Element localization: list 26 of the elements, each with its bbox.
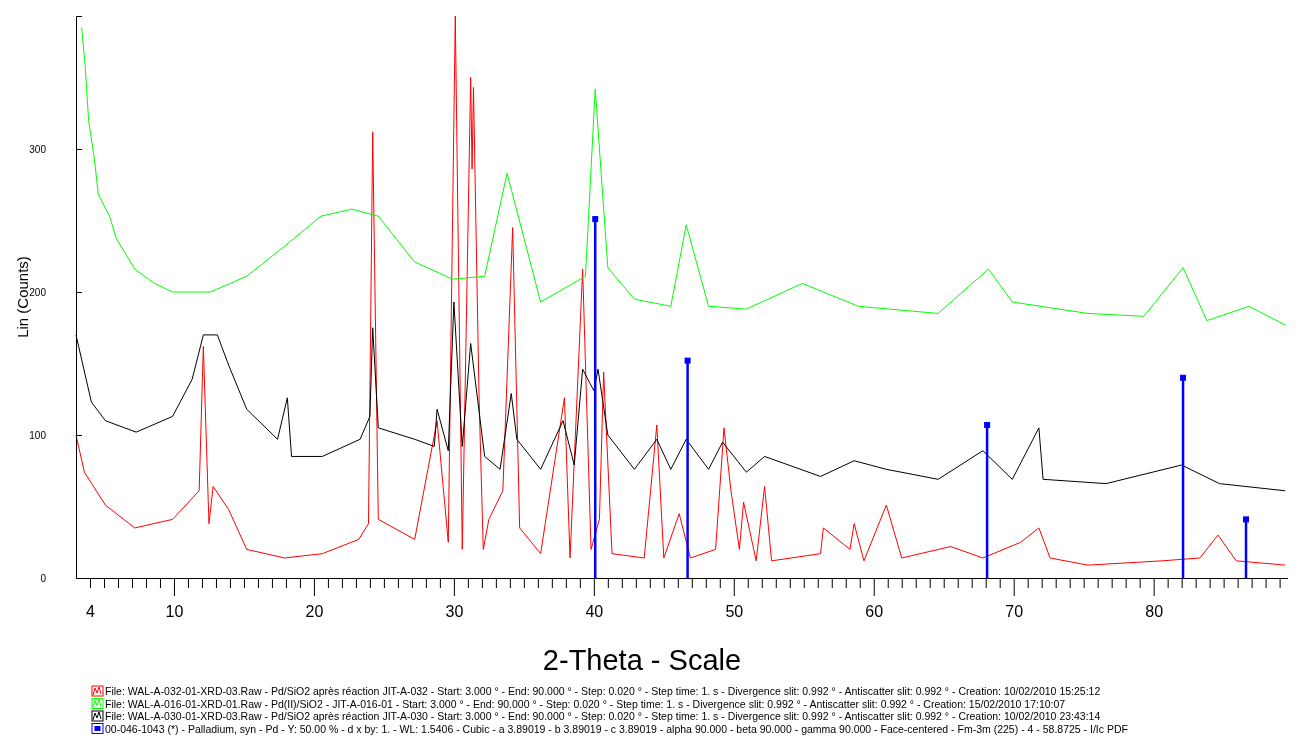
y-tick-label: 200 [29,286,47,298]
x-tick-label: 60 [865,603,884,621]
point [1180,374,1187,381]
line-series [75,15,1286,566]
point [592,216,599,223]
line-series [81,26,1286,326]
point [1243,516,1250,523]
point [984,421,991,428]
x-tick-label: 20 [305,603,324,621]
x-axis-title: 2-Theta - Scale [542,644,742,676]
x-tick-label: 50 [725,603,744,621]
x-tick-label: 40 [585,603,604,621]
legend-label: File: WAL-A-032-01-XRD-03.Raw - Pd/SiO2 après réaction JIT-A-032 - Start: 3.000 ° - End: 90.000 ° - Step: 0.020 ° - Step time: 1. s - Divergence slit: 0.992 ° - Antiscatter slit: 0.992 ° - Creation: 10/02/2010 15:25:12 [105,685,1101,697]
x-tick-label: 10 [165,603,184,621]
x-tick-label: 70 [1005,603,1024,621]
legend-label: 00-046-1043 (*) - Palladium, syn - Pd - Y: 50.00 % - d x by: 1. - WL: 1.5406 - Cubic - a 3.89019 - b 3.89019 - c 3.89019 - alpha 90.000 - beta 90.000 - gamma 90.000 - Face-centered - Fm-3m (225) - 4 - 58.8725 - I/Ic PDF [105,722,1128,735]
x-tick-label: 80 [1145,603,1164,621]
y-tick-label: 300 [29,143,47,155]
point [684,357,691,364]
x-tick-label: 4 [86,603,96,621]
legend-label: File: WAL-A-016-01-XRD-01.Raw - Pd(II)/SiO2 - JIT-A-016-01 - Start: 3.000 ° - End: 90.000 ° - Step: 0.020 ° - Step time: 1. s - Divergence slit: 0.992 ° - Antiscatter slit: 0.992 ° - Creation: 15/02/2010 17:10:07 [105,697,1066,710]
y-tick-label: 0 [40,572,47,584]
y-axis-title: Lin (Counts) [14,256,31,338]
x-tick-label: 30 [445,603,464,621]
y-tick-label: 100 [29,429,47,441]
legend-label: File: WAL-A-030-01-XRD-03.Raw - Pd/SiO2 après réaction JIT-A-030 - Start: 3.000 ° - End: 90.000 ° - Step: 0.020 ° - Step time: 1. s - Divergence slit: 0.992 ° - Antiscatter slit: 0.992 ° - Creation: 10/02/2010 23:43:14 [105,710,1101,722]
